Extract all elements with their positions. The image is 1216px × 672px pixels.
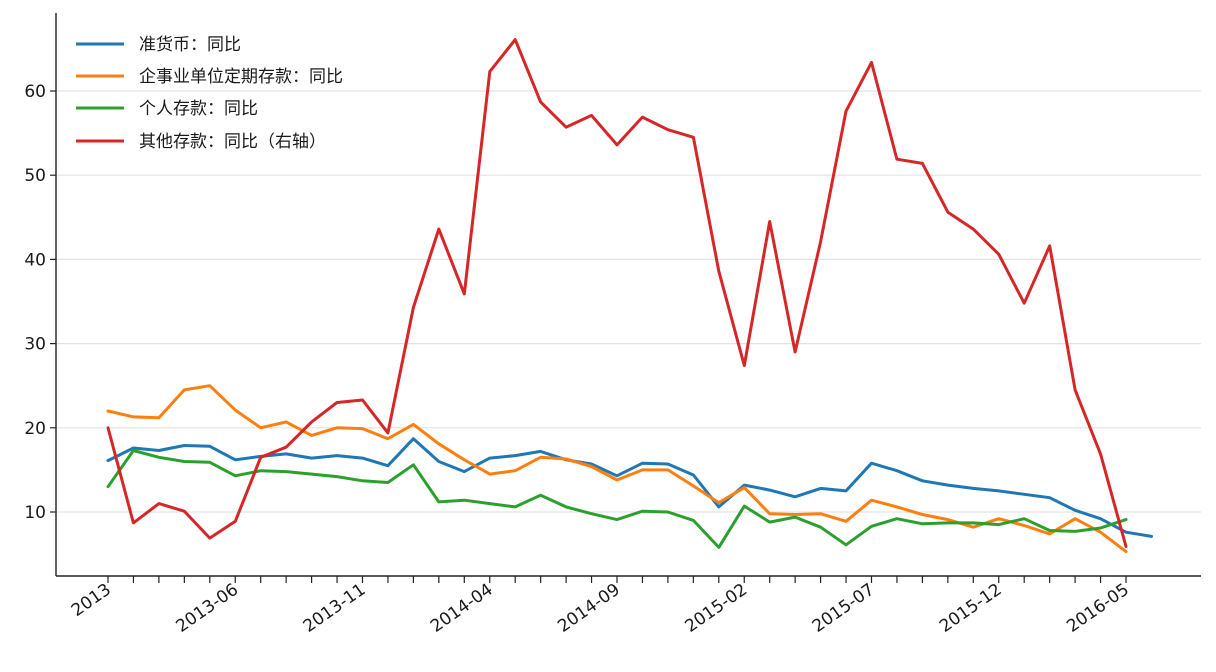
series-line-4: [106, 38, 1128, 548]
x-ticks: 2013 2013-06 2013-11 2014-04 2014-09 2015-02 2…: [68, 576, 1133, 637]
series-line-2: [106, 384, 1128, 554]
x-tick-label: 2014-04: [427, 580, 497, 637]
axes: [55, 13, 1201, 577]
legend-label-4: 其他存款：同比（右轴）: [139, 132, 326, 152]
y-tick-label: 30: [24, 335, 46, 355]
x-tick-label: 2013: [68, 580, 115, 621]
legend-label-3: 个人存款：同比: [139, 99, 258, 119]
y-tick-label: 50: [24, 166, 46, 186]
legend-label-1: 准货币：同比: [139, 35, 241, 55]
x-tick-label: 2015-12: [936, 580, 1006, 637]
legend-label-2: 企事业单位定期存款：同比: [139, 67, 343, 87]
series-lines: [106, 38, 1153, 554]
y-tick-label: 40: [24, 250, 46, 270]
x-tick-label: 2015-02: [681, 580, 751, 637]
gridlines: [56, 90, 1201, 513]
x-tick-label: 2013-11: [300, 580, 370, 637]
y-tick-label: 10: [24, 503, 46, 523]
x-tick-label: 2016-05: [1063, 580, 1133, 637]
x-tick-label: 2015-07: [809, 580, 879, 637]
series-line-1: [106, 437, 1153, 538]
x-tick-label: 2013-06: [172, 580, 242, 637]
y-tick-label: 20: [24, 419, 46, 439]
x-tick-label: 2014-09: [554, 580, 624, 637]
legend: 准货币：同比 企事业单位定期存款：同比 个人存款：同比 其他存款：同比（右轴）: [76, 35, 343, 152]
series-line-3: [106, 449, 1128, 549]
y-ticks: 10 20 30 40 50 60: [24, 82, 56, 523]
y-tick-label: 60: [24, 82, 46, 102]
